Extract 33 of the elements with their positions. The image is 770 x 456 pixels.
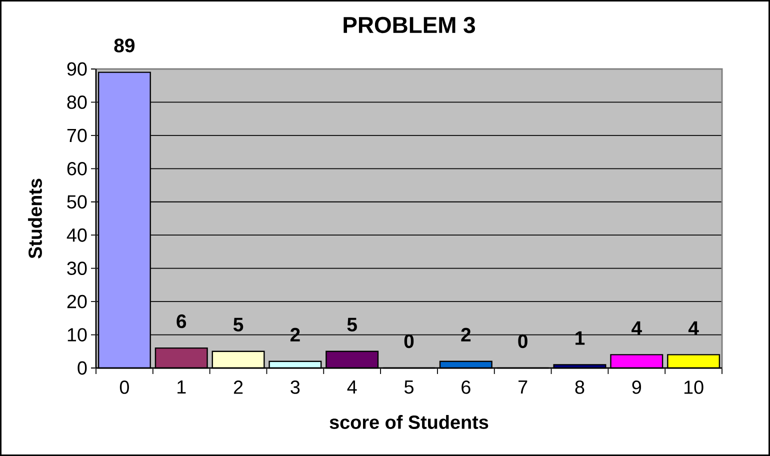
y-tick-label: 70 <box>67 128 87 142</box>
chart-title: PROBLEM 3 <box>344 16 476 34</box>
x-tick-label: 6 <box>462 380 470 394</box>
x-tick-label: 4 <box>347 380 357 394</box>
y-tick-label: 60 <box>67 162 87 176</box>
data-label: 5 <box>347 318 357 332</box>
y-tick-label: 0 <box>78 361 87 375</box>
data-label: 6 <box>176 314 186 328</box>
data-label: 0 <box>404 334 414 348</box>
x-tick-label: 9 <box>632 380 642 394</box>
x-tick-label: 10 <box>684 380 704 394</box>
x-tick-label: 8 <box>575 380 584 394</box>
data-label: 89 <box>114 38 135 52</box>
data-label: 5 <box>233 318 244 332</box>
x-tick-label: 1 <box>178 380 186 394</box>
y-tick-label: 30 <box>67 262 87 276</box>
x-tick-label: 0 <box>120 380 129 394</box>
y-tick-label: 10 <box>68 328 87 342</box>
y-axis-title: Students <box>28 178 42 258</box>
data-label: 4 <box>632 321 642 335</box>
x-tick-label: 7 <box>518 380 528 394</box>
y-tick-label: 90 <box>67 62 87 76</box>
data-label: 1 <box>576 331 585 345</box>
x-tick-label: 5 <box>404 380 414 394</box>
y-tick-label: 40 <box>66 228 87 242</box>
y-tick-label: 80 <box>67 96 87 109</box>
y-tick-label: 20 <box>67 294 87 308</box>
x-tick-label: 3 <box>290 380 300 394</box>
y-tick-label: 50 <box>67 195 87 209</box>
x-axis-title: score of Students <box>330 415 488 429</box>
data-label: 4 <box>688 321 699 335</box>
data-label: 0 <box>518 334 528 348</box>
x-tick-label: 2 <box>234 380 243 394</box>
